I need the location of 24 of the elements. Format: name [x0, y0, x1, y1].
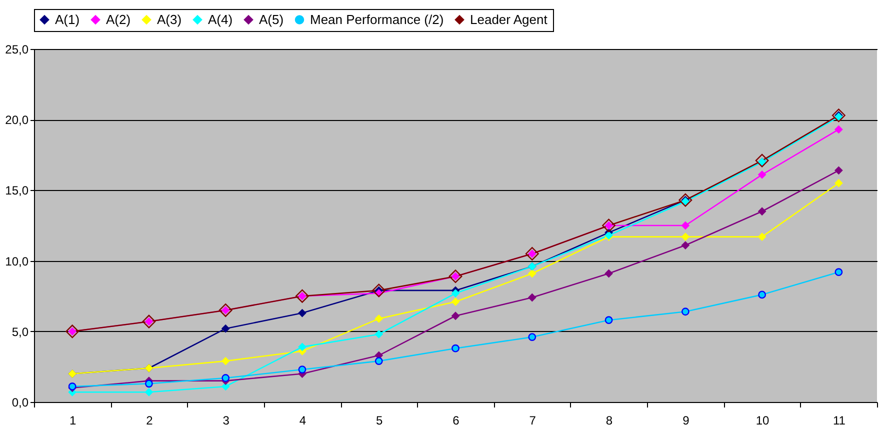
y-tick-label: 0,0	[12, 396, 29, 410]
y-tick-label: 10,0	[5, 254, 29, 268]
legend-label: Mean Performance (/2)	[310, 12, 444, 27]
legend-label: Leader Agent	[470, 12, 548, 27]
x-tick-label: 9	[682, 414, 690, 428]
x-tick-label: 11	[832, 414, 846, 428]
x-tick-label: 2	[146, 414, 154, 428]
x-tick-label: 5	[376, 414, 384, 428]
legend-label: A(2)	[106, 12, 131, 27]
x-tick-label: 4	[299, 414, 306, 428]
legend-label: A(5)	[259, 12, 284, 27]
y-tick-label: 25,0	[5, 42, 29, 56]
x-tick-label: 10	[756, 414, 770, 428]
legend-label: A(4)	[208, 12, 233, 27]
x-tick-label: 6	[452, 414, 460, 428]
x-tick-label: 1	[69, 414, 76, 428]
x-tick-label: 3	[222, 414, 230, 428]
y-tick-label: 20,0	[5, 113, 29, 128]
x-tick-label: 8	[606, 414, 613, 428]
legend-label: A(1)	[55, 12, 80, 27]
x-tick-label: 7	[529, 414, 536, 428]
y-tick-label: 15,0	[5, 184, 29, 198]
legend-label: A(3)	[157, 12, 182, 27]
y-tick-label: 5,0	[12, 324, 29, 339]
